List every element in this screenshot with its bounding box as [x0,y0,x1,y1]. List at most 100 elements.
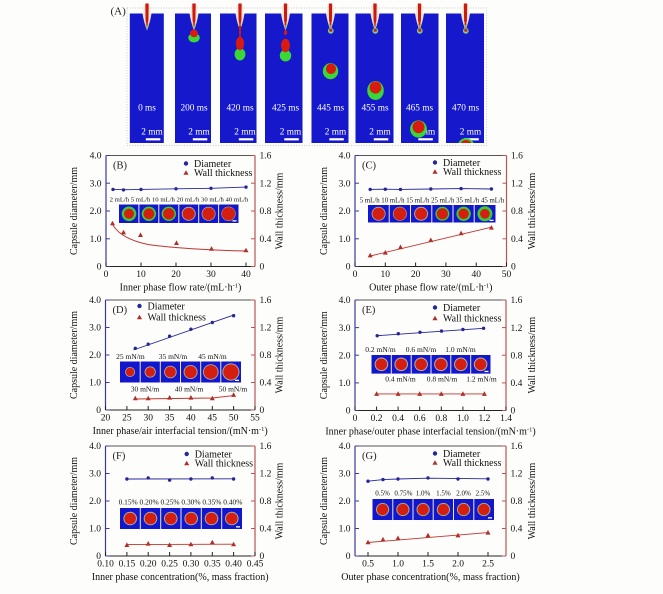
svg-text:40 mN/m: 40 mN/m [175,385,204,394]
svg-text:Diameter: Diameter [194,159,232,170]
svg-text:0.4: 0.4 [260,379,272,389]
svg-text:2.0: 2.0 [89,497,101,507]
svg-text:30 mN/m: 30 mN/m [131,385,160,394]
svg-text:Capsule diameter/mm: Capsule diameter/mm [319,457,330,545]
svg-text:1.6: 1.6 [260,296,272,306]
svg-text:1.6: 1.6 [260,442,272,452]
svg-text:4.0: 4.0 [89,296,101,306]
svg-text:2.0%: 2.0% [456,490,471,498]
svg-text:1.2 mN/m: 1.2 mN/m [466,375,497,384]
svg-text:1.0%: 1.0% [416,490,431,498]
svg-text:Capsule diameter/mm: Capsule diameter/mm [69,167,80,255]
svg-text:420 ms: 420 ms [226,104,254,114]
svg-text:0: 0 [353,270,358,280]
svg-text:1.6: 1.6 [260,152,272,162]
svg-text:0: 0 [96,406,101,416]
svg-text:Wall thickness: Wall thickness [195,459,253,470]
svg-text:1.2: 1.2 [260,324,272,334]
svg-text:1.0: 1.0 [339,379,351,389]
svg-text:1.6: 1.6 [511,152,523,162]
svg-text:0.8: 0.8 [511,207,523,217]
svg-text:Diameter: Diameter [443,449,481,460]
svg-text:2.0: 2.0 [339,351,351,361]
svg-text:45 mN/m: 45 mN/m [198,352,227,361]
svg-text:Inner phase flow rate/(mL·h-1): Inner phase flow rate/(mL·h-1) [120,283,242,294]
svg-text:0.15% 0.20% 0.25% 0.30% 0.35%: 0.15% 0.20% 0.25% 0.30% 0.35% 0.40% [119,498,243,507]
svg-text:0: 0 [96,552,101,562]
svg-text:1.2: 1.2 [511,179,523,189]
svg-text:45: 45 [208,414,218,424]
svg-text:0: 0 [511,407,516,417]
svg-text:30: 30 [206,270,216,280]
svg-text:0.8: 0.8 [435,414,447,424]
svg-text:1.5%: 1.5% [436,490,451,498]
svg-text:2 mm: 2 mm [141,127,163,137]
svg-text:Inner phase concentration(%, m: Inner phase concentration(%, mass fracti… [92,572,269,583]
svg-text:10: 10 [381,270,391,280]
svg-text:40: 40 [186,414,196,424]
svg-text:4.0: 4.0 [339,296,351,306]
svg-text:(D): (D) [113,305,128,316]
svg-text:1.6: 1.6 [511,296,523,306]
svg-text:1.0 mN/m: 1.0 mN/m [445,345,476,354]
svg-text:Diameter: Diameter [443,158,481,169]
svg-text:0.35: 0.35 [204,560,221,570]
svg-text:2 mm: 2 mm [460,127,482,137]
svg-text:50: 50 [502,270,512,280]
svg-text:0.30: 0.30 [183,560,200,570]
svg-text:40: 40 [471,270,481,280]
svg-text:1.4: 1.4 [500,414,512,424]
svg-text:10: 10 [136,270,146,280]
svg-text:0.4: 0.4 [511,525,523,535]
svg-text:0.4: 0.4 [392,414,404,424]
svg-text:0.4: 0.4 [511,379,523,389]
svg-text:445 ms: 445 ms [317,104,345,114]
svg-text:2.0: 2.0 [90,207,102,217]
svg-text:0: 0 [260,406,265,416]
svg-text:Wall thickness: Wall thickness [148,313,206,324]
svg-text:465 ms: 465 ms [406,104,434,114]
svg-text:2.0: 2.0 [339,497,351,507]
svg-text:0: 0 [260,552,265,562]
svg-text:Wall thickness/mm: Wall thickness/mm [527,462,538,539]
svg-text:0.6 mN/m: 0.6 mN/m [406,345,437,354]
svg-text:1.2: 1.2 [511,324,523,334]
svg-text:470 ms: 470 ms [452,104,480,114]
svg-text:0.2 mN/m: 0.2 mN/m [365,345,396,354]
svg-text:0.5%: 0.5% [375,490,390,498]
svg-text:Wall thickness: Wall thickness [443,458,501,469]
svg-text:2.0: 2.0 [339,207,351,217]
svg-text:2.5%: 2.5% [476,490,491,498]
svg-text:Diameter: Diameter [195,450,233,461]
svg-text:2.0: 2.0 [89,351,101,361]
svg-text:20: 20 [101,414,111,424]
svg-text:3.0: 3.0 [339,324,351,334]
svg-text:(B): (B) [113,161,128,172]
svg-text:0.40: 0.40 [225,560,242,570]
svg-text:55: 55 [250,414,260,424]
svg-text:3.0: 3.0 [89,324,101,334]
svg-text:0: 0 [511,552,516,562]
svg-text:0.8: 0.8 [260,497,272,507]
svg-text:455 ms: 455 ms [361,104,389,114]
svg-text:0.4: 0.4 [260,525,272,535]
svg-text:1.0: 1.0 [89,525,101,535]
svg-text:0.75%: 0.75% [394,490,412,498]
svg-text:(G): (G) [362,451,377,462]
svg-text:2 mL/h 5 mL/h 10 mL/h 20 mL/h: 2 mL/h 5 mL/h 10 mL/h 20 mL/h 30 mL/h 40… [110,197,249,204]
svg-text:2 mm: 2 mm [234,127,256,137]
svg-text:0.6: 0.6 [414,414,426,424]
svg-text:20: 20 [411,270,421,280]
svg-text:0.8: 0.8 [260,207,272,217]
svg-text:0.8: 0.8 [511,497,523,507]
svg-text:0.2: 0.2 [371,414,383,424]
svg-text:Diameter: Diameter [148,302,186,313]
svg-text:(C): (C) [362,161,377,172]
svg-text:0: 0 [346,552,351,562]
svg-text:0: 0 [346,263,351,273]
svg-text:1.2: 1.2 [260,470,272,480]
svg-text:Wall thickness: Wall thickness [194,168,252,179]
svg-text:25: 25 [122,414,132,424]
svg-text:Diameter: Diameter [443,303,481,314]
svg-text:Inner phase/air interfacial te: Inner phase/air interfacial tension/(mN·… [93,426,268,437]
